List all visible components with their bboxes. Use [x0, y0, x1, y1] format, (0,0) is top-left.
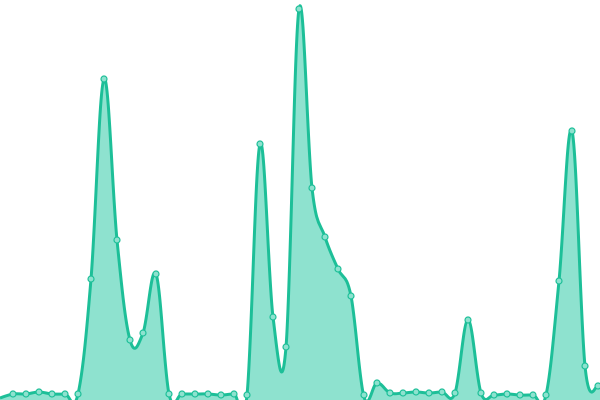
data-point: [230, 390, 238, 398]
data-point: [282, 343, 290, 351]
data-point: [373, 379, 381, 387]
data-point: [503, 390, 511, 398]
data-point: [451, 389, 459, 397]
data-point: [334, 265, 342, 273]
data-point: [308, 184, 316, 192]
data-point: [165, 390, 173, 398]
data-point: [74, 390, 82, 398]
data-point: [217, 391, 225, 399]
data-point: [9, 390, 17, 398]
data-point: [464, 316, 472, 324]
data-point: [438, 388, 446, 396]
data-point: [568, 127, 576, 135]
data-point: [490, 391, 498, 399]
data-point: [126, 336, 134, 344]
data-point: [516, 391, 524, 399]
data-point: [425, 389, 433, 397]
data-point: [321, 233, 329, 241]
data-point: [594, 382, 600, 390]
area-fill: [0, 5, 600, 400]
data-point: [412, 388, 420, 396]
data-point: [113, 236, 121, 244]
data-point: [61, 390, 69, 398]
data-point: [386, 389, 394, 397]
data-point: [87, 275, 95, 283]
data-point: [360, 391, 368, 399]
data-point: [22, 390, 30, 398]
markers: [9, 5, 600, 399]
data-point: [243, 391, 251, 399]
data-point: [555, 277, 563, 285]
data-point: [100, 75, 108, 83]
data-point: [256, 140, 264, 148]
data-point: [204, 390, 212, 398]
data-point: [399, 389, 407, 397]
data-point: [191, 390, 199, 398]
data-point: [35, 388, 43, 396]
data-point: [542, 391, 550, 399]
data-point: [347, 292, 355, 300]
data-point: [178, 390, 186, 398]
data-point: [269, 313, 277, 321]
data-point: [581, 362, 589, 370]
data-point: [152, 270, 160, 278]
data-point: [477, 389, 485, 397]
data-point: [48, 390, 56, 398]
data-point: [295, 5, 303, 13]
data-point: [139, 329, 147, 337]
data-point: [529, 391, 537, 399]
